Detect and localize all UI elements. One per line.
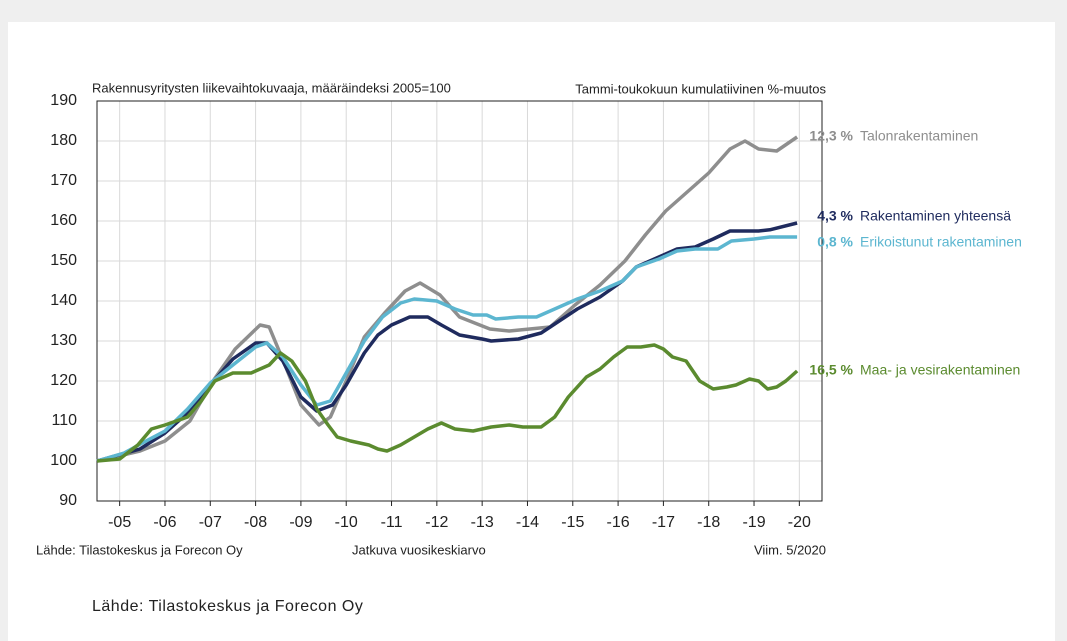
annotation-value: 4,3 % [817, 208, 853, 224]
updated-note: Viim. 5/2020 [754, 542, 826, 557]
x-tick-label: -12 [425, 514, 448, 531]
x-tick-label: -06 [153, 514, 176, 531]
x-tick-label: -13 [471, 514, 494, 531]
x-tick-label: -14 [516, 514, 539, 531]
series-line [96, 235, 798, 463]
x-tick-label: -16 [607, 514, 630, 531]
y-tick-label: 180 [50, 132, 77, 149]
card [8, 22, 1055, 641]
series-line [96, 343, 799, 463]
y-tick-label: 120 [50, 372, 77, 389]
y-tick-label: 150 [50, 252, 77, 269]
x-tick-label: -18 [697, 514, 720, 531]
source-note: Lähde: Tilastokeskus ja Forecon Oy [36, 542, 243, 557]
x-tick-label: -10 [335, 514, 358, 531]
x-tick-label: -17 [652, 514, 675, 531]
x-tick-label: -15 [561, 514, 584, 531]
y-tick-label: 170 [50, 172, 77, 189]
x-tick-label: -09 [289, 514, 312, 531]
y-tick-label: 90 [59, 492, 77, 509]
y-tick-label: 100 [50, 452, 77, 469]
caption: Lähde: Tilastokeskus ja Forecon Oy [92, 598, 363, 615]
annotation-value: 0,8 % [817, 234, 853, 250]
annotation-value: 16,5 % [809, 362, 853, 378]
chart-subtitle: Tammi-toukokuun kumulatiivinen %-muutos [575, 81, 826, 96]
x-tick-label: -11 [381, 514, 403, 531]
method-note: Jatkuva vuosikeskiarvo [352, 542, 486, 557]
y-tick-label: 190 [50, 92, 77, 109]
legend-label: Rakentaminen yhteensä [860, 208, 1011, 224]
annotation-value: 12,3 % [809, 128, 853, 144]
y-tick-label: 140 [50, 292, 77, 309]
series-line [96, 221, 798, 463]
legend-label: Maa- ja vesirakentaminen [860, 362, 1020, 378]
legend-label: Talonrakentaminen [860, 128, 978, 144]
x-tick-label: -20 [788, 514, 811, 531]
x-tick-label: -19 [742, 514, 765, 531]
y-tick-label: 110 [51, 412, 77, 429]
legend-label: Erikoistunut rakentaminen [860, 234, 1022, 250]
chart-title: Rakennusyritysten liikevaihtokuvaaja, mä… [92, 80, 451, 95]
x-tick-label: -08 [244, 514, 267, 531]
y-tick-label: 160 [50, 212, 77, 229]
plot-frame [96, 100, 823, 502]
x-tick-label: -05 [108, 514, 131, 531]
x-tick-label: -07 [199, 514, 222, 531]
y-tick-label: 130 [50, 332, 77, 349]
series-line [96, 135, 799, 463]
